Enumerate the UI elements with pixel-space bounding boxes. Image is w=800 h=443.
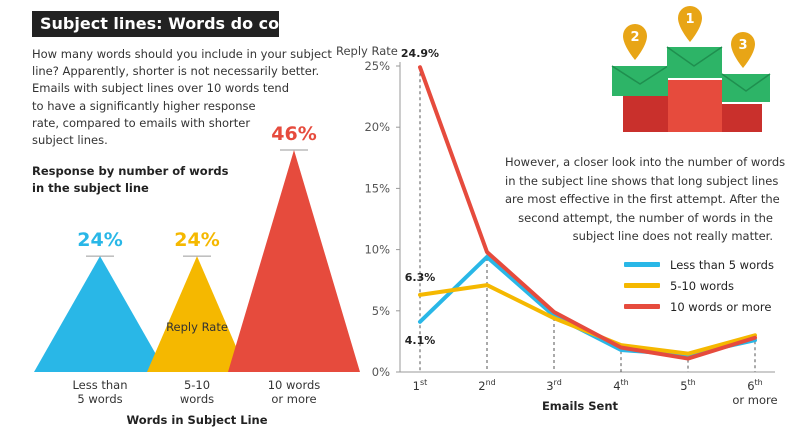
pin-icon: 2 (623, 24, 647, 60)
triangle-bar (147, 256, 247, 372)
x-tick-label-extra: or more (732, 393, 777, 407)
x-tick-label: 5th (680, 378, 696, 393)
legend-swatch (624, 283, 660, 288)
line-chart: Reply Rate 0% 5% 10% 15% 20% 25% 1st 2nd 3rd 4th 5… (336, 44, 778, 413)
pin-label: 3 (738, 38, 747, 53)
podium-step-3 (722, 104, 762, 132)
right-note-text: However, a closer look into the number o… (505, 153, 786, 246)
data-label: 24.9% (401, 47, 439, 60)
category-label: Less than (72, 378, 127, 392)
legend-swatch (624, 304, 660, 309)
intro-line: subject lines. (32, 133, 108, 148)
intro-line: How many words should you include in you… (32, 47, 332, 61)
data-label: 6.3% (405, 271, 436, 284)
left-heading-line: Response by number of words (32, 164, 229, 178)
envelope-icon (611, 65, 669, 96)
legend-item: 10 words or more (624, 296, 774, 317)
y-tick-label: 0% (372, 365, 390, 379)
tri-xlabel: Words in Subject Line (126, 413, 267, 427)
envelope-icon (721, 73, 771, 102)
page-title: Subject lines: Words do come easy (32, 11, 354, 37)
y-tick-label: 20% (364, 120, 390, 134)
series-line (418, 65, 757, 361)
legend-label: 5-10 words (670, 278, 735, 293)
intro-line: to have a significantly higher response (32, 98, 256, 113)
line-ylabel: Reply Rate (336, 44, 398, 58)
legend-swatch (624, 262, 660, 267)
y-tick-label: 15% (364, 181, 390, 195)
line-chart-legend: Less than 5 words 5-10 words 10 words or… (624, 254, 774, 317)
triangle-bar (228, 150, 360, 372)
pin-icon: 3 (731, 32, 755, 68)
note-line: second attempt, the number of words in t… (518, 210, 773, 225)
value-label: 24% (174, 229, 219, 251)
triangle-bar (34, 256, 166, 372)
pin-label: 1 (685, 12, 694, 27)
left-chart-heading: Response by number of words in the subje… (32, 163, 228, 197)
line-xlabel: Emails Sent (542, 399, 619, 413)
y-tick-label: 5% (372, 304, 390, 318)
x-tick-label: 1st (413, 378, 428, 393)
intro-line: rate, compared to emails with shorter (32, 115, 251, 130)
category-label: 5 words (77, 392, 122, 406)
data-label: 4.1% (405, 334, 436, 347)
intro-line: Emails with subject lines over 10 words … (32, 81, 290, 96)
legend-label: Less than 5 words (670, 257, 774, 272)
category-label: 10 words (268, 378, 321, 392)
note-line: However, a closer look into the number o… (505, 155, 786, 169)
x-tick-label: 4th (613, 378, 629, 393)
podium-illustration: 1 2 3 (611, 6, 771, 132)
tri-ylabel: Reply Rate (166, 320, 228, 334)
legend-item: Less than 5 words (624, 254, 774, 275)
left-heading-line: in the subject line (32, 181, 149, 195)
podium-step-2 (623, 96, 668, 132)
legend-item: 5-10 words (624, 275, 774, 296)
intro-text: How many words should you include in you… (32, 46, 332, 149)
note-line: in the subject line shows that long subj… (505, 173, 779, 188)
note-line: subject line does not really matter. (572, 229, 773, 243)
intro-line: line? Apparently, shorter is not necessa… (32, 64, 320, 79)
note-line: are most effective in the first attempt.… (505, 192, 780, 206)
x-tick-label: 6th (747, 378, 763, 393)
y-tick-label: 10% (364, 243, 390, 257)
legend-label: 10 words or more (670, 299, 772, 314)
category-label: words (180, 392, 214, 406)
category-label: or more (271, 392, 316, 406)
value-label: 46% (271, 123, 316, 145)
x-tick-label: 3rd (546, 378, 562, 393)
x-tick-label: 2nd (478, 378, 495, 393)
y-tick-label: 25% (364, 59, 390, 73)
category-label: 5-10 (184, 378, 210, 392)
value-label: 24% (77, 229, 122, 251)
envelope-icon (666, 46, 723, 78)
pin-label: 2 (630, 30, 639, 45)
pin-icon: 1 (678, 6, 702, 42)
